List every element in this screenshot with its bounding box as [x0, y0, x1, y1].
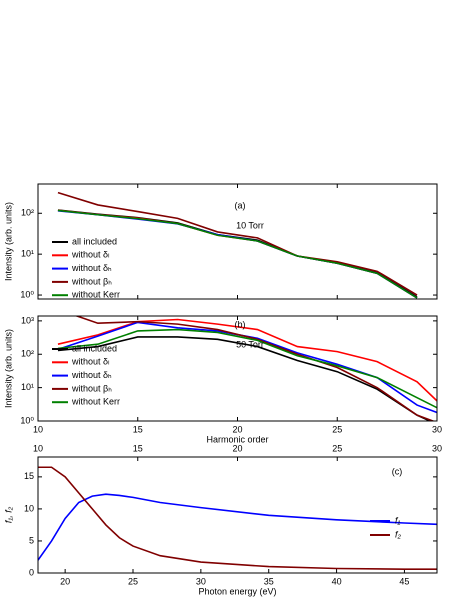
series-line: [57, 328, 437, 409]
y-tick-label: 0: [29, 567, 34, 577]
y-tick-label: 10³: [21, 315, 34, 325]
legend-label: without δₗ: [71, 250, 110, 260]
series-line: [57, 318, 437, 402]
plot-frame: [37, 456, 438, 574]
x-tick-label: 35: [264, 576, 274, 586]
plot-area: [57, 316, 437, 421]
y-tick-label: 10⁰: [20, 415, 34, 425]
x2-tick-label: 10: [33, 443, 43, 453]
legend-label: all included: [72, 343, 117, 353]
y-axis-label: Intensity (arb. units): [3, 329, 13, 408]
y-tick-label: 10¹: [21, 249, 34, 259]
annotation: (b): [235, 319, 246, 329]
plot-frame: [37, 315, 438, 422]
legend-label: without Kerr: [71, 290, 120, 300]
series-line: [57, 191, 418, 296]
plot-frame: [37, 183, 438, 300]
plot-area: [38, 466, 437, 570]
annotation: (c): [392, 466, 403, 476]
y-tick-label: 10: [24, 503, 34, 513]
legend-label: without δₕ: [71, 370, 112, 380]
legend-label: all included: [72, 236, 117, 246]
x-tick-label: 10: [33, 424, 43, 434]
x-tick-label: 25: [332, 424, 342, 434]
series-line: [57, 336, 432, 421]
y-tick-label: 5: [29, 535, 34, 545]
y-tick-label: 10²: [21, 349, 34, 359]
x-tick-label: 30: [196, 576, 206, 586]
x-tick-label: 40: [332, 576, 342, 586]
x-tick-label: 25: [128, 576, 138, 586]
x-axis-label: Harmonic order: [206, 434, 268, 444]
x-axis-label: Photon energy (eV): [198, 586, 276, 596]
legend-label: f₂: [395, 529, 402, 539]
x2-tick-label: 30: [432, 443, 442, 453]
annotation: 50 Torr: [236, 339, 264, 349]
x-tick-label: 30: [432, 424, 442, 434]
legend-label: f₁: [395, 515, 401, 525]
y-tick-label: 15: [24, 471, 34, 481]
series-line: [57, 209, 418, 299]
legend-label: without δₕ: [71, 263, 112, 273]
series-line: [74, 316, 436, 421]
plot-area: [57, 191, 418, 299]
x-tick-label: 45: [399, 576, 409, 586]
y-tick-label: 10²: [21, 208, 34, 218]
y-tick-label: 10¹: [21, 382, 34, 392]
x2-tick-label: 20: [232, 443, 242, 453]
series-line: [38, 466, 437, 570]
legend-label: without βₕ: [71, 383, 112, 393]
series-line: [57, 321, 437, 414]
y-axis-label: Intensity (arb. units): [3, 202, 13, 281]
x-tick-label: 20: [60, 576, 70, 586]
annotation: 10 Torr: [236, 220, 264, 230]
x2-tick-label: 15: [133, 443, 143, 453]
legend-label: without Kerr: [71, 397, 120, 407]
x-tick-label: 15: [133, 424, 143, 434]
y-axis-label: f₁, f₂: [3, 506, 13, 523]
x2-tick-label: 25: [332, 443, 342, 453]
legend-label: without βₕ: [71, 276, 112, 286]
annotation: (a): [235, 200, 246, 210]
series-line: [38, 493, 437, 561]
legend-label: without δₗ: [71, 357, 110, 367]
x-tick-label: 20: [232, 424, 242, 434]
y-tick-label: 10⁰: [20, 289, 34, 299]
